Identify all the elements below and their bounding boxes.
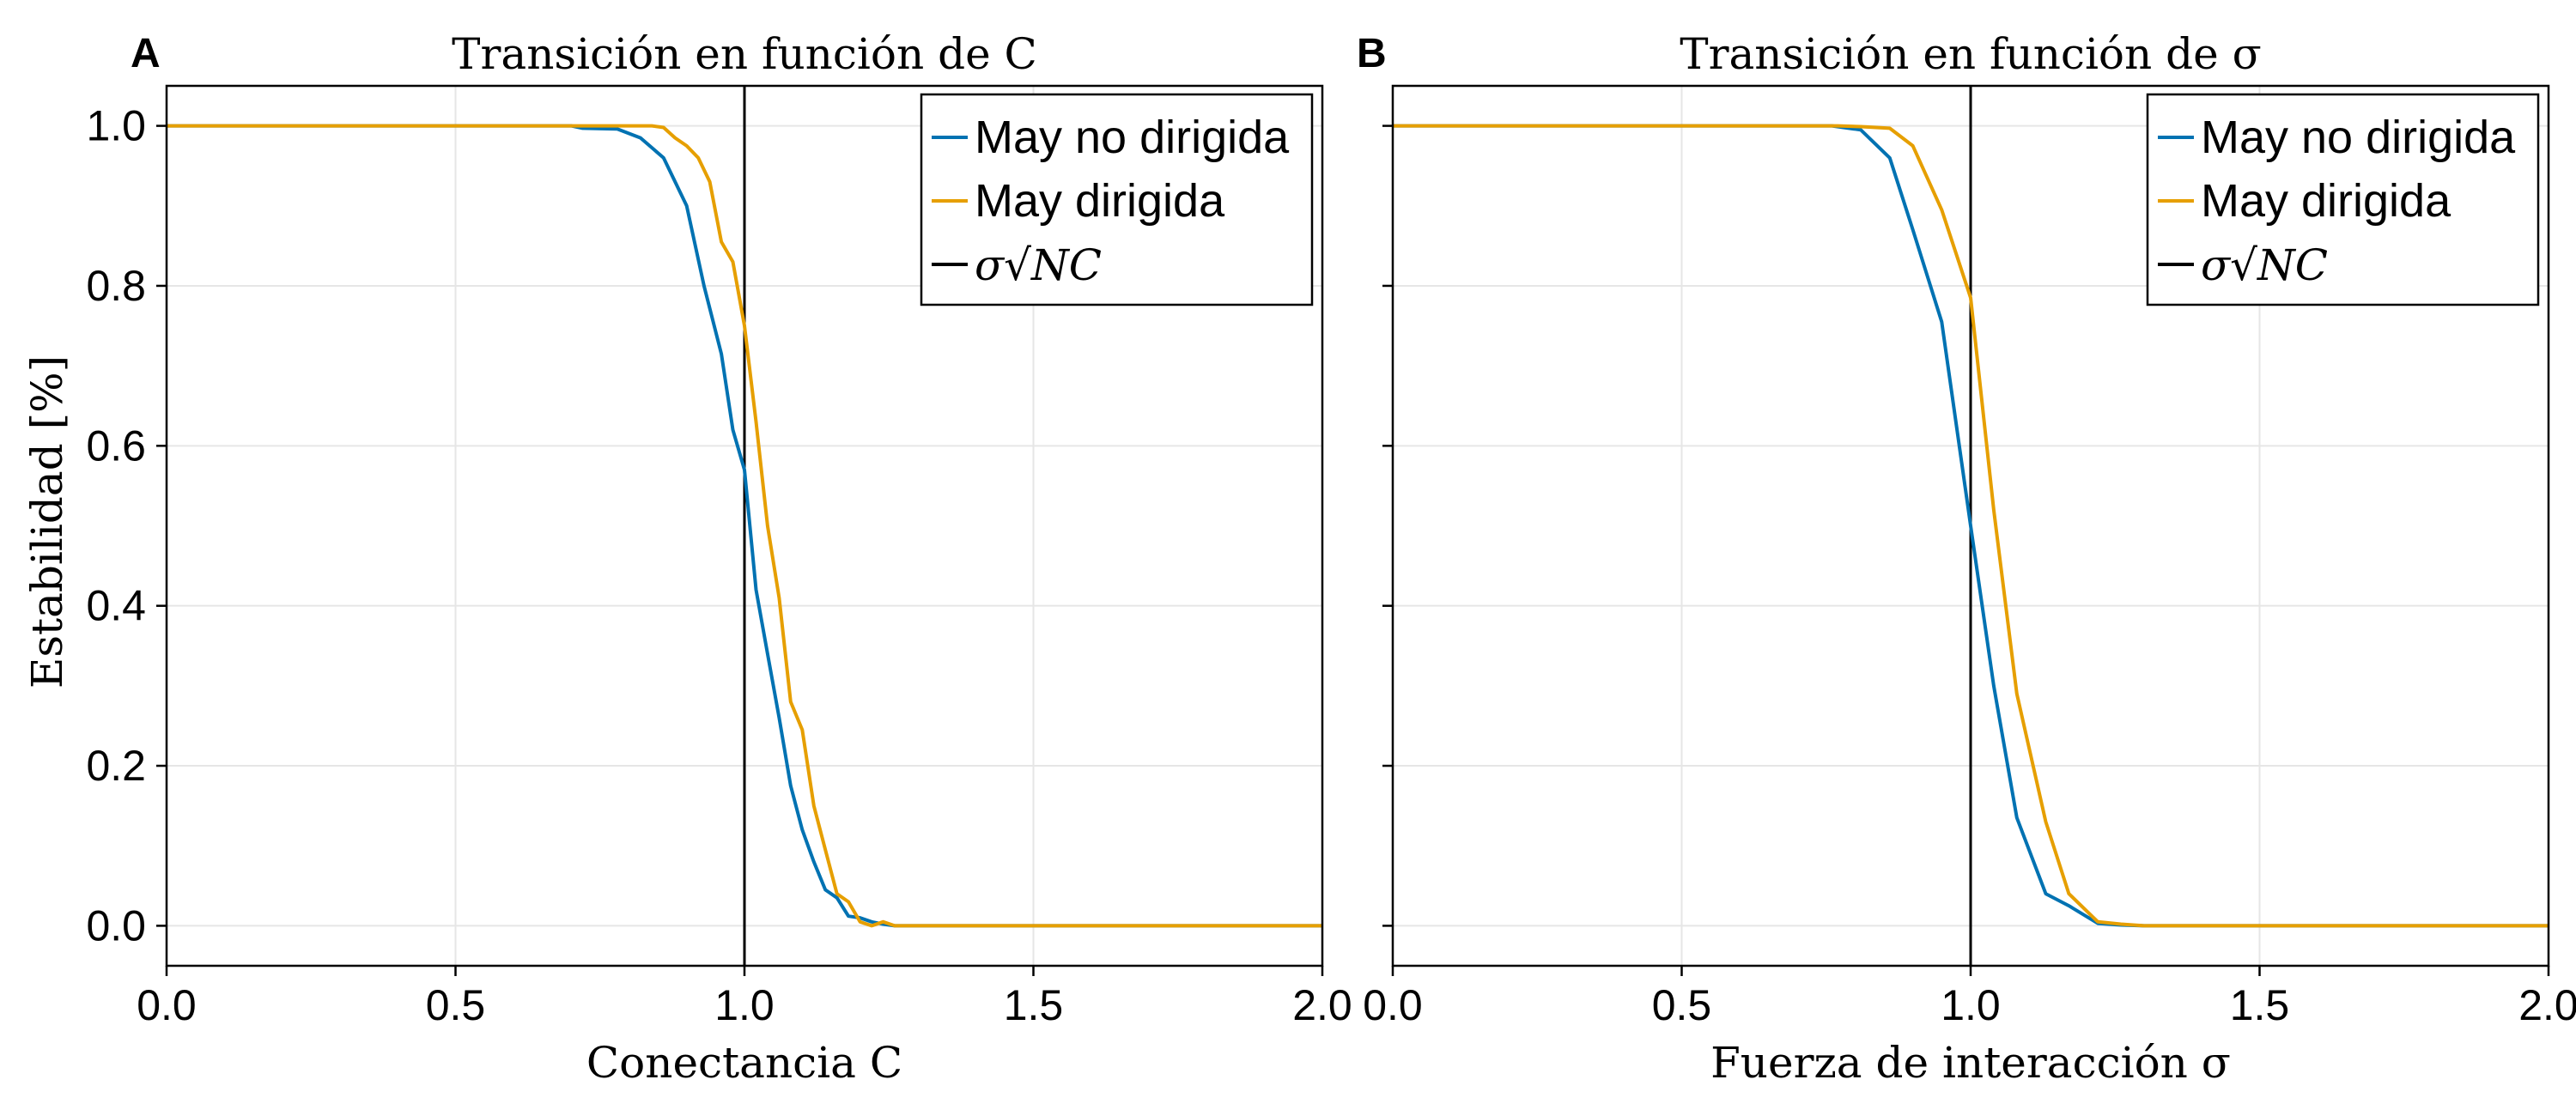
legend-box [2146, 93, 2540, 306]
x-tick-label: 0.0 [137, 981, 197, 1029]
legend-entry-directed: May dirigida [2201, 175, 2451, 227]
series-line-directed [1393, 124, 2549, 928]
chart-title: Transición en función de C [452, 29, 1037, 79]
y-tick-label: 1.0 [86, 102, 146, 150]
panel-b: 0.0 0.5 1.0 1.5 2.0 Transición en función de … [1357, 29, 2576, 1088]
y-tick-label: 0.0 [86, 901, 146, 949]
series-line-directed [167, 124, 1322, 928]
panel-label: B [1357, 31, 1387, 76]
x-tick-label: 2.0 [1292, 981, 1352, 1029]
legend-entry-reference: σ√NC [975, 240, 1102, 290]
legend-entry-undirected: May no dirigida [2201, 112, 2516, 163]
y-tick-label: 0.6 [86, 422, 146, 470]
y-tick-label: 0.2 [86, 742, 146, 790]
y-tick-label: 0.4 [86, 582, 146, 630]
panel-a: 0.0 0.5 1.0 1.5 2.0 0.0 0.2 0.4 0.6 0.8 1.0 Transic… [86, 29, 1352, 1088]
y-axis-label: Estabilidad [%] [22, 355, 72, 688]
x-tick-label: 1.0 [1941, 981, 2001, 1029]
series-line-undirected [167, 124, 1322, 928]
x-tick-label: 0.5 [426, 981, 486, 1029]
legend-entry-directed: May dirigida [975, 175, 1225, 227]
x-tick-label: 1.5 [1004, 981, 1064, 1029]
legend: May no dirigida May dirigida σ√NC [2146, 93, 2540, 306]
legend: May no dirigida May dirigida σ√NC [920, 93, 1314, 306]
x-axis-label: Fuerza de interacción σ [1710, 1038, 2231, 1088]
panel-label: A [131, 31, 161, 76]
legend-entry-reference: σ√NC [2201, 240, 2328, 290]
x-tick-label: 1.5 [2230, 981, 2290, 1029]
x-tick-label: 2.0 [2518, 981, 2576, 1029]
y-tick-label: 0.8 [86, 262, 146, 310]
x-axis-label: Conectancia C [586, 1038, 902, 1088]
legend-box [920, 93, 1314, 306]
x-tick-label: 0.5 [1652, 981, 1712, 1029]
x-tick-label: 1.0 [714, 981, 775, 1029]
legend-entry-undirected: May no dirigida [975, 112, 1290, 163]
x-tick-label: 0.0 [1363, 981, 1423, 1029]
chart-title: Transición en función de σ [1680, 29, 2262, 79]
